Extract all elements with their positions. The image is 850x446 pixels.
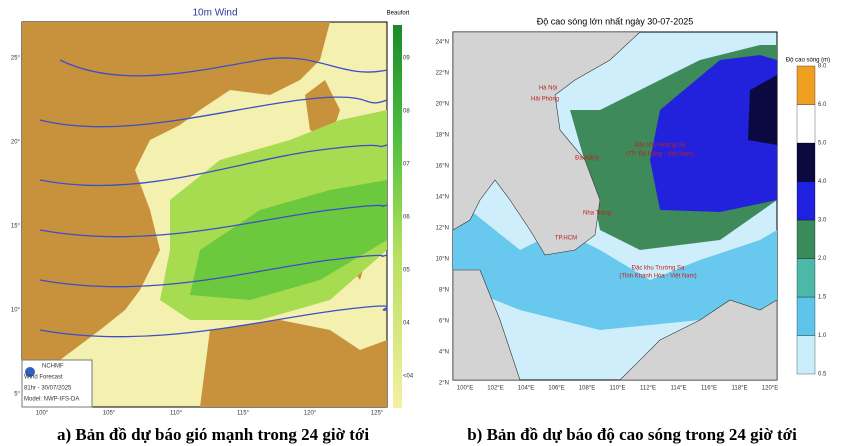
logo [25, 367, 35, 377]
scale-label: 6.0 [818, 102, 827, 108]
caption: a) Bản đồ dự báo gió mạnh trong 24 giờ t… [57, 425, 369, 444]
lon-label: 125° [371, 411, 384, 417]
place-label: TP.HCM [555, 236, 577, 242]
place-label: Đặc khu Hoàng Sa [635, 143, 686, 149]
scale-bin [796, 181, 816, 221]
lon-label: 110° [170, 411, 183, 417]
lat-label: 22°N [436, 71, 449, 77]
info-text: Wind Forecast [24, 375, 63, 381]
lat-label: 15° [11, 224, 21, 230]
lat-label: 12°N [436, 226, 449, 232]
wind-title: 10m Wind [192, 8, 237, 19]
lon-label: 115° [237, 411, 250, 417]
place-label: Đặc khu Trường Sa [632, 266, 685, 272]
lat-label: 20°N [436, 102, 449, 108]
land [452, 31, 641, 256]
scale-bin [796, 219, 816, 259]
wind-area [190, 180, 387, 300]
scale-bin [796, 142, 816, 182]
scale-label: 07 [403, 162, 410, 168]
lon-label: 102°E [487, 386, 503, 392]
land [200, 320, 387, 407]
place-label: Đà Nẵng [575, 155, 599, 162]
lat-label: 10°N [436, 257, 449, 263]
place-label: (Tỉnh Khánh Hòa - Việt Nam) [619, 273, 696, 280]
scale-bin [796, 335, 816, 375]
place-label: Nha Trang [583, 211, 611, 217]
scale-label: 0.5 [818, 372, 827, 378]
lat-label: 24°N [436, 40, 449, 46]
lon-label: 105° [103, 411, 116, 417]
lon-label: 120° [304, 411, 317, 417]
scale-label: 06 [403, 215, 410, 221]
lon-label: 112°E [640, 386, 656, 392]
scale-bin [796, 258, 816, 298]
wave-area [748, 75, 777, 145]
scale-label: 8.0 [818, 64, 827, 70]
lon-label: 118°E [732, 386, 748, 392]
lat-label: 6°N [439, 319, 449, 325]
wave-area [453, 200, 777, 330]
wave-area [650, 55, 777, 212]
lat-label: 5° [14, 392, 20, 398]
isobars [39, 57, 388, 338]
lat-label: 25° [11, 56, 21, 62]
land [452, 269, 521, 381]
scale-label: 5.0 [818, 141, 827, 147]
scale-bin [796, 65, 816, 105]
scale-label: 08 [403, 109, 410, 115]
wave-title: Độ cao sóng lớn nhất ngày 30-07-2025 [537, 16, 694, 26]
info-box [21, 359, 93, 408]
place-label: (TP. Đà Nẵng - Việt Nam) [626, 151, 694, 158]
lon-label: 106°E [548, 386, 564, 392]
scale-label: 05 [403, 268, 410, 274]
lon-label: 116°E [701, 386, 717, 392]
lon-label: 100°E [457, 386, 473, 392]
info-text: Model: NWP-IFS-DA [24, 397, 79, 403]
place-label: Hà Nội [539, 86, 557, 92]
scale-label: 1.0 [818, 333, 827, 339]
lat-label: 16°N [436, 164, 449, 170]
scale-label: 04 [403, 321, 410, 327]
scale-label: 4.0 [818, 179, 827, 185]
wind-map [21, 21, 402, 408]
lon-label: 110°E [610, 386, 626, 392]
lon-label: 100° [36, 411, 49, 417]
wave-map [452, 31, 778, 381]
wind-scale-title: Beaufort [387, 11, 410, 17]
lat-label: 10° [11, 308, 21, 314]
lon-label: 114°E [671, 386, 687, 392]
place-label: Hải Phòng [531, 97, 559, 103]
lon-label: 104°E [518, 386, 534, 392]
lat-label: 8°N [439, 288, 449, 294]
caption: b) Bản đồ dự báo độ cao sóng trong 24 gi… [467, 425, 797, 444]
wind-scale [393, 25, 402, 408]
scale-bin [796, 104, 816, 144]
scale-label: 2.0 [818, 256, 827, 262]
lat-label: 14°N [436, 195, 449, 201]
scale-label: <04 [403, 374, 414, 380]
scale-label: 1.5 [818, 295, 827, 301]
land [22, 22, 330, 370]
scale-bin [796, 296, 816, 336]
info-text: 81hr - 30/07/2025 [24, 386, 72, 392]
scale-label: 3.0 [818, 218, 827, 224]
land [619, 299, 778, 381]
info-text: NCHMF [42, 364, 64, 370]
lat-label: 2°N [439, 381, 449, 387]
scale-label: 09 [403, 56, 410, 62]
lat-label: 18°N [436, 133, 449, 139]
lat-label: 20° [11, 140, 21, 146]
lon-label: 120°E [762, 386, 778, 392]
wave-scale-title: Độ cao sóng (m) [786, 58, 830, 64]
lat-label: 4°N [439, 350, 449, 356]
lon-label: 108°E [579, 386, 595, 392]
